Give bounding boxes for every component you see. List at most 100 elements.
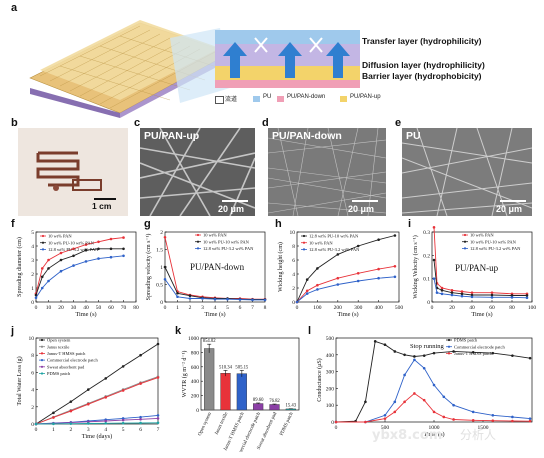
y-tick-label-j: 6: [31, 370, 34, 376]
x-tick-label-h: 0: [296, 305, 299, 311]
legend-marker-l-2: [447, 352, 451, 355]
legend-text-h-2: 12.8 wt% PU-3.2 wt% PAN: [309, 247, 360, 252]
data-point-j-2: [86, 402, 90, 406]
y-tick-label-g: 1: [160, 265, 163, 271]
data-point-l-0: [491, 351, 495, 355]
plot-frame-i: [431, 231, 533, 303]
y-axis-label-g: Spreading velocity (cm s⁻¹): [145, 234, 152, 301]
x-tick-label-i: 100: [528, 305, 537, 311]
bar-value-label-k-3: 89.60: [253, 398, 264, 403]
y-tick-label-f: 0: [31, 300, 34, 306]
x-tick-label-j: 5: [122, 427, 125, 433]
data-point-g-2: [201, 297, 204, 300]
x-tick-label-g: 5: [226, 305, 229, 311]
data-point-j-2: [156, 376, 160, 379]
data-point-i-2: [440, 292, 444, 296]
data-point-f-1: [84, 248, 88, 252]
y-tick-label-j: 0: [31, 422, 34, 428]
legend-marker-f-2: [41, 248, 45, 251]
legend-text-i-1: 10 wt% PU-10 wt% PAN: [470, 239, 517, 244]
data-point-l-2: [491, 419, 495, 422]
series-line-f-1: [35, 248, 124, 296]
data-point-i-1: [440, 289, 444, 292]
data-point-i-1: [432, 258, 436, 262]
x-tick-label-l: 0: [335, 425, 338, 431]
data-point-j-2: [52, 416, 55, 419]
legend-marker-j-2: [40, 352, 44, 355]
legend-text-j-2: Janus-T HMSS patch: [47, 351, 86, 356]
legend-text-j-3: Commercial electrode patch: [47, 358, 98, 363]
sem-title-e: PU: [406, 130, 421, 142]
y-tick-label-g: 1.5: [156, 248, 163, 254]
y-tick-label-h: 10: [290, 230, 296, 236]
annotation-i: PU/PAN-up: [455, 263, 499, 273]
y-tick-label-i: 0.2: [423, 253, 430, 259]
data-point-i-2: [510, 296, 514, 299]
data-point-f-0: [72, 247, 75, 251]
data-point-f-1: [122, 247, 125, 251]
data-point-i-1: [510, 294, 514, 297]
series-line-j-4: [35, 417, 159, 425]
legend-marker-l-1: [447, 345, 451, 348]
data-point-i-1: [460, 292, 464, 296]
x-tick-label-i: 60: [489, 305, 495, 311]
layer-label-barrier: Barrier layer (hydrophobicity): [362, 71, 482, 81]
scale-text-b: 1 cm: [92, 201, 112, 211]
data-point-f-2: [40, 286, 44, 290]
data-point-l-2: [413, 392, 416, 395]
data-point-h-2: [356, 279, 360, 283]
data-point-j-5: [34, 422, 38, 426]
data-point-j-4: [139, 417, 142, 421]
data-point-f-0: [40, 267, 44, 270]
x-tick-label-j: 4: [104, 427, 107, 433]
series-line-f-2: [35, 255, 124, 299]
x-tick-label-j: 2: [69, 427, 72, 433]
panel-label-j: j: [11, 325, 15, 337]
legend-marker-g-1: [196, 240, 200, 243]
data-point-h-2: [377, 276, 380, 280]
data-point-h-1: [305, 289, 309, 293]
category-label-k-5: PDMS patch: [279, 411, 294, 436]
data-point-l-2: [471, 419, 475, 422]
data-point-j-2: [104, 396, 108, 399]
series-line-l-1: [336, 359, 531, 423]
data-point-h-0: [356, 244, 360, 248]
data-point-i-2: [432, 277, 436, 280]
data-point-l-0: [511, 354, 514, 357]
panel-label-l: l: [308, 325, 312, 337]
x-tick-label-i: 80: [509, 305, 515, 311]
data-point-j-0: [139, 353, 142, 357]
bar-value-label-k-5: 15.43: [286, 404, 297, 409]
data-point-i-0: [440, 286, 444, 290]
bar-k-5: [285, 408, 296, 411]
data-point-g-2: [176, 295, 179, 299]
legend-swatch-channel: [215, 96, 224, 104]
data-point-l-0: [403, 353, 406, 357]
y-tick-label-j: 10: [29, 336, 35, 342]
data-point-h-0: [316, 267, 319, 270]
data-point-l-0: [364, 400, 367, 404]
legend-marker-j-4: [40, 365, 44, 368]
textile-schematic: [29, 20, 231, 118]
data-point-g-1: [176, 291, 179, 295]
data-point-g-2: [238, 298, 242, 301]
plot-frame-h: [296, 231, 400, 303]
chart-f: 0 1 2 3 4 5 Spreading diameter (cm) 0 10 20 30 40 50…: [16, 230, 139, 318]
scale-text-e: 20 μm: [496, 204, 523, 214]
data-point-j-5: [69, 422, 73, 425]
x-tick-label-f: 0: [35, 305, 38, 311]
chart-h: 0 2 4 6 8 10 Wicking height (cm) 0 100 200 300 400 5…: [277, 230, 404, 318]
data-point-l-1: [413, 358, 416, 362]
x-tick-label-i: 20: [449, 305, 455, 311]
scale-bar-e: [500, 200, 526, 202]
data-point-j-5: [104, 422, 108, 425]
x-tick-label-l: 1000: [429, 425, 440, 431]
data-point-f-0: [47, 258, 50, 262]
x-tick-label-f: 30: [71, 305, 77, 311]
x-axis-label-g: Time (s): [204, 311, 225, 318]
data-point-l-2: [432, 410, 436, 414]
data-point-g-1: [163, 265, 167, 269]
data-point-l-1: [528, 417, 532, 420]
x-tick-label-j: 6: [139, 427, 142, 433]
x-tick-label-h: 500: [395, 305, 404, 311]
